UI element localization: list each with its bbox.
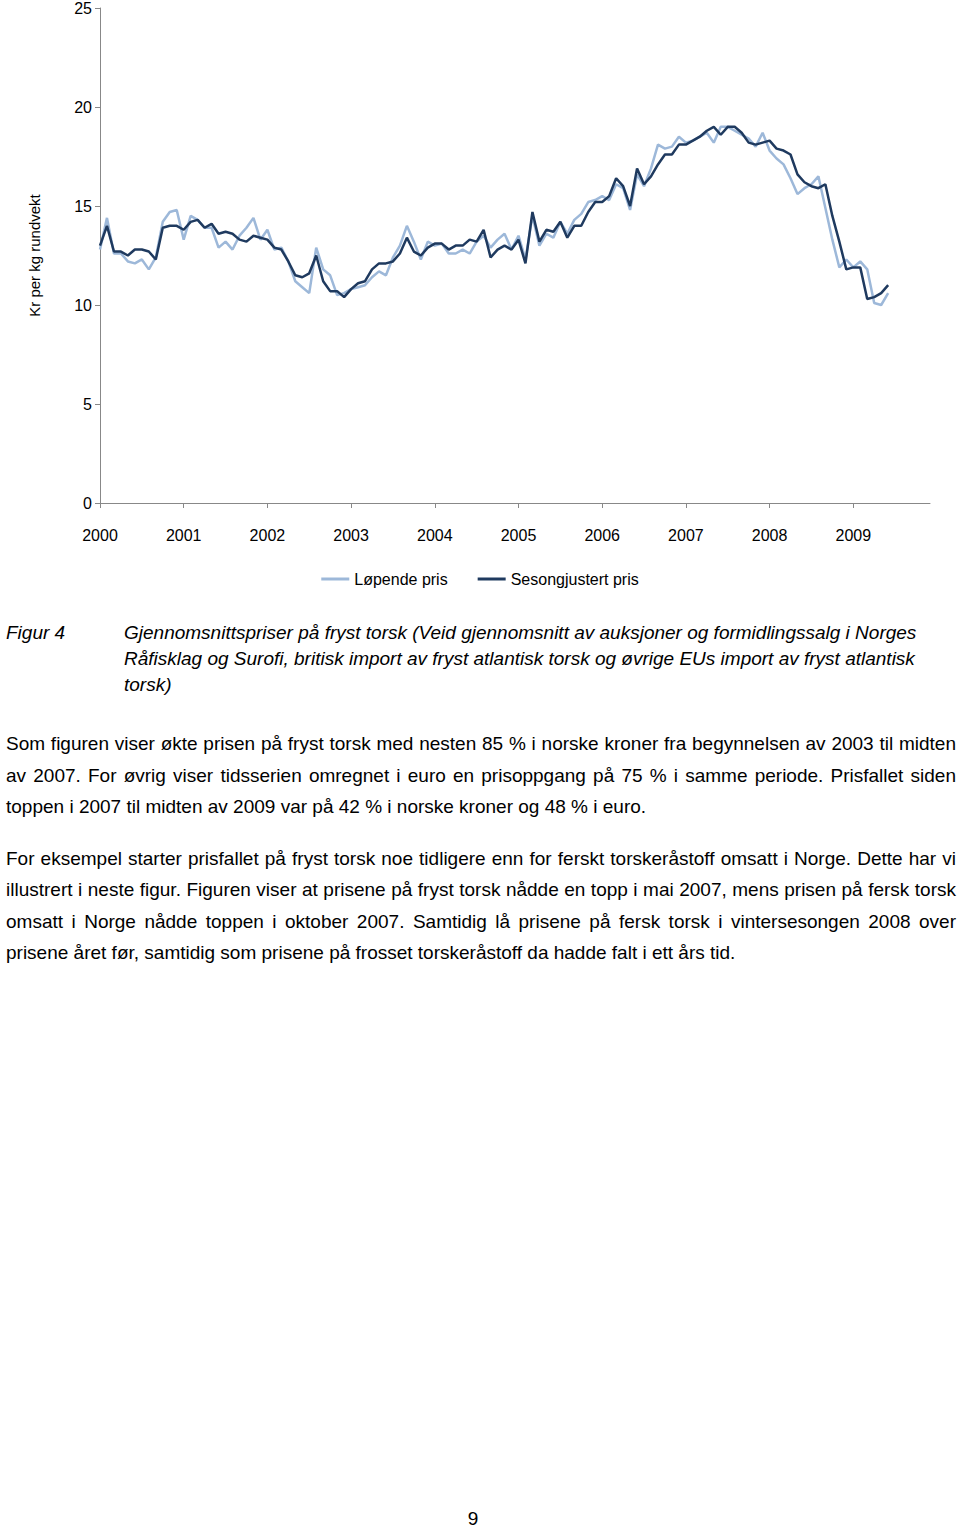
svg-text:2008: 2008 bbox=[752, 527, 788, 544]
svg-text:Kr per kg rundvekt: Kr per kg rundvekt bbox=[26, 193, 43, 316]
svg-text:Sesongjustert pris: Sesongjustert pris bbox=[511, 571, 639, 588]
html-text:Figur 4: Figur 4 bbox=[6, 622, 66, 643]
svg-text:20: 20 bbox=[74, 99, 92, 116]
svg-text:2006: 2006 bbox=[584, 527, 620, 544]
svg-text:0: 0 bbox=[83, 495, 92, 512]
svg-text:5: 5 bbox=[83, 396, 92, 413]
svg-text:Løpende pris: Løpende pris bbox=[354, 571, 447, 588]
svg-text:2004: 2004 bbox=[417, 527, 453, 544]
svg-text:15: 15 bbox=[74, 198, 92, 215]
svg-text:10: 10 bbox=[74, 297, 92, 314]
svg-text:2002: 2002 bbox=[250, 527, 286, 544]
svg-text:2005: 2005 bbox=[501, 527, 537, 544]
html-text:For eksempel starter prisfalle: For eksempel starter prisfallet på fryst… bbox=[6, 847, 956, 963]
html-text:Som figuren viser økte prisen: Som figuren viser økte prisen på fryst t… bbox=[6, 733, 956, 817]
svg-text:2007: 2007 bbox=[668, 527, 704, 544]
svg-text:2001: 2001 bbox=[166, 527, 202, 544]
svg-text:25: 25 bbox=[74, 0, 92, 17]
svg-text:2003: 2003 bbox=[333, 527, 369, 544]
svg-text:2000: 2000 bbox=[82, 527, 118, 544]
html-text:9: 9 bbox=[467, 1508, 479, 1529]
html-text:Gjennomsnittspriser på fryst t: Gjennomsnittspriser på fryst torsk (Veid… bbox=[124, 622, 917, 695]
svg-text:2009: 2009 bbox=[835, 527, 871, 544]
